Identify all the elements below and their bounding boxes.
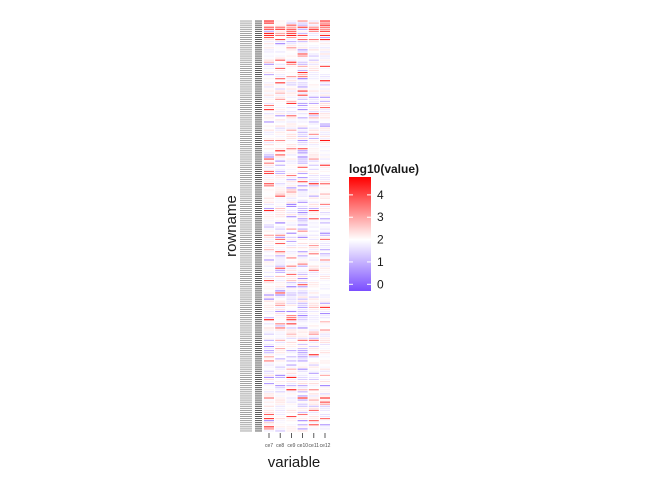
x-tick-label: ce10: [297, 443, 308, 449]
legend-tick-label: 4: [377, 188, 384, 202]
x-tick-label: ce11: [309, 443, 320, 449]
y-axis-title: rowname: [223, 195, 240, 257]
x-axis: ce7 ce8 ce9 ce10 ce11 ce12: [265, 433, 331, 449]
legend-tick-label: 2: [377, 233, 384, 247]
legend-tick-label: 0: [377, 277, 384, 291]
legend-tick-label: 3: [377, 210, 384, 224]
legend-ticks: 0 1 2 3 4: [349, 188, 384, 291]
legend-title: log10(value): [349, 162, 419, 176]
x-tick-label: ce9: [287, 443, 295, 449]
heatmap-cells: [264, 20, 330, 432]
row-labels: [240, 20, 262, 432]
x-tick-label: ce12: [320, 443, 331, 449]
x-axis-title: variable: [268, 454, 321, 471]
legend: log10(value) 0 1 2 3 4: [349, 162, 419, 291]
legend-tick-label: 1: [377, 255, 384, 269]
x-tick-label: ce7: [265, 443, 273, 449]
legend-colorbar: [349, 177, 371, 291]
x-tick-label: ce8: [276, 443, 284, 449]
